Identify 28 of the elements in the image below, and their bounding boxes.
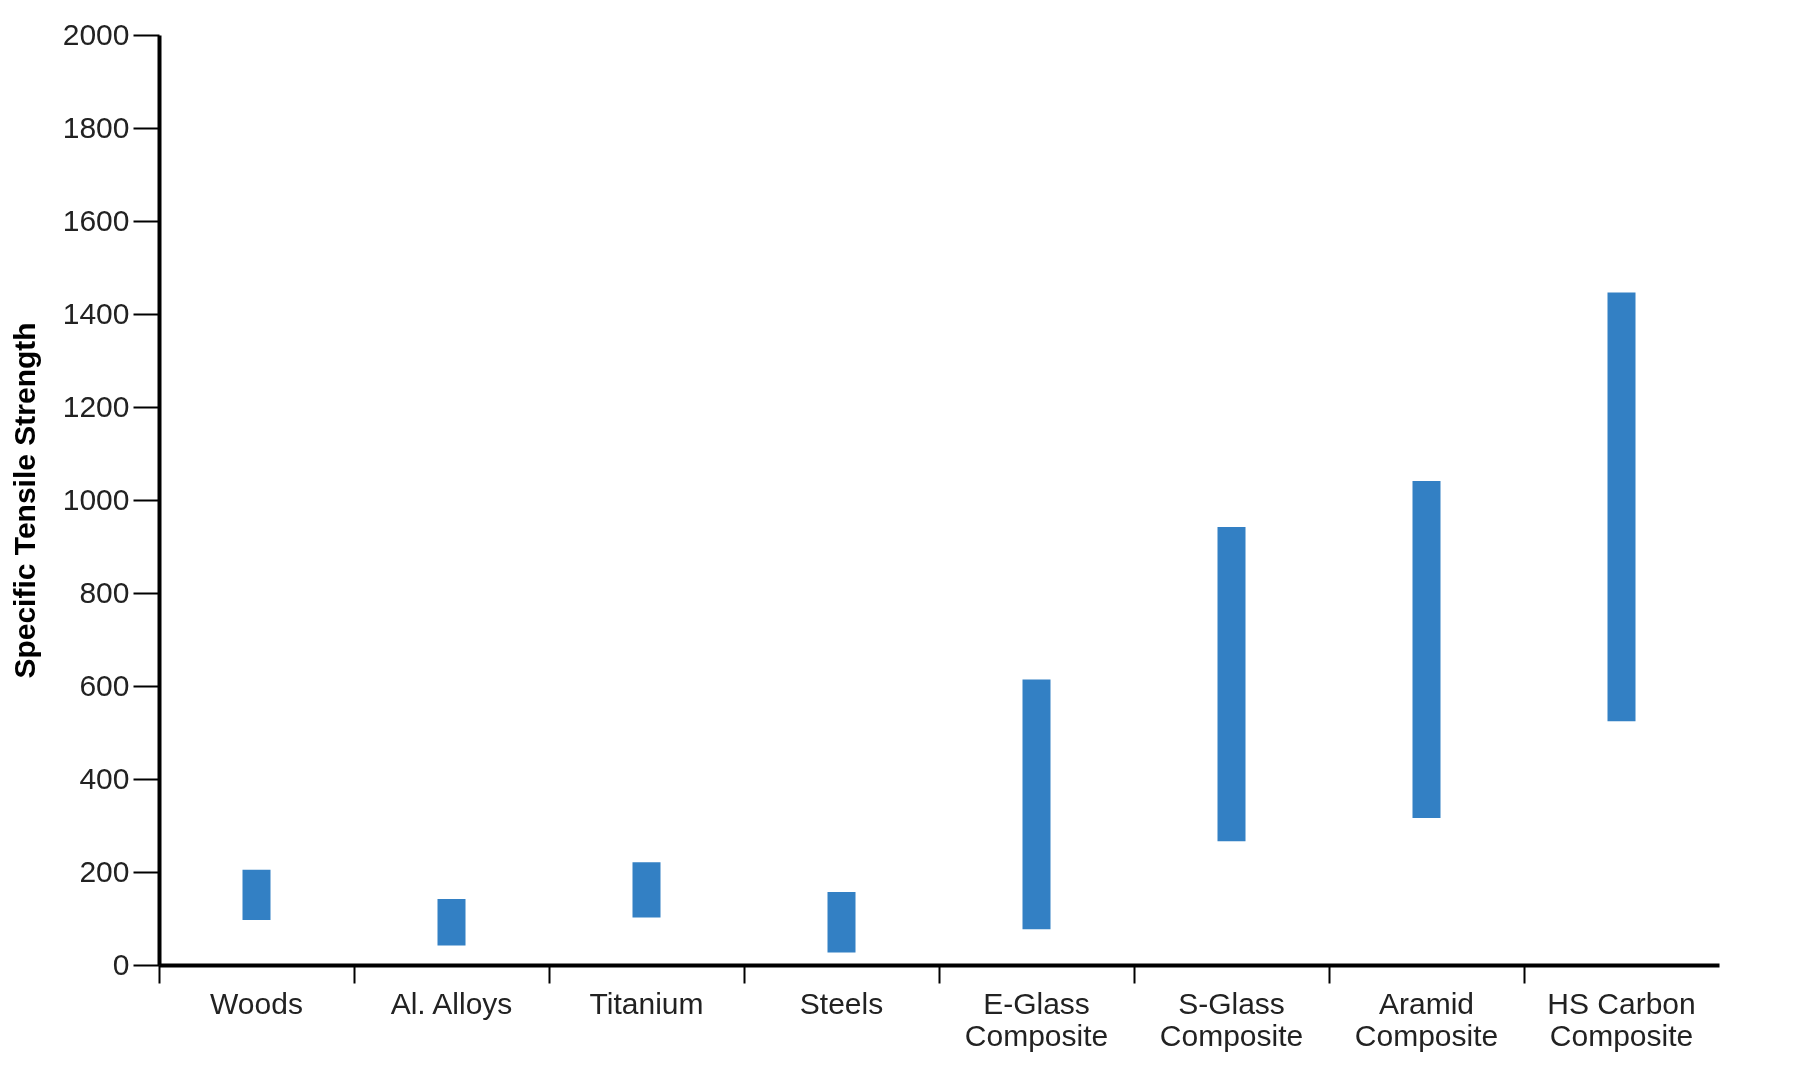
x-tick-label: Steels [799,986,884,1020]
y-tick-label: 1600 [62,203,130,237]
bar [1607,292,1636,722]
bar [632,862,661,918]
x-tick-label: E-Glass Composite [964,986,1109,1052]
y-tick-label: 1800 [62,110,130,144]
x-tick-label: HS Carbon Composite [1547,986,1696,1052]
y-axis-title: Specific Tensile Strength [7,322,41,679]
x-tick-label: Woods [210,986,303,1020]
x-tick-label: Al. Alloys [390,986,513,1020]
y-tick-label: 200 [79,854,130,888]
x-tick-label: Aramid Composite [1354,986,1499,1052]
y-tick-label: 2000 [62,17,130,51]
bar [437,898,466,946]
y-tick-label: 1000 [62,482,130,516]
y-tick-label: 600 [79,668,130,702]
y-tick-label: 0 [112,947,130,981]
y-tick-label: 1400 [62,296,130,330]
bar [827,892,856,953]
x-tick-label: Titanium [589,986,704,1020]
bar [1022,679,1051,930]
y-tick-label: 1200 [62,389,130,423]
bar [1217,526,1246,842]
y-tick-label: 400 [79,761,130,795]
y-tick-label: 800 [79,575,130,609]
x-tick-label: S-Glass Composite [1159,986,1304,1052]
bar [242,869,271,920]
bar [1412,480,1441,819]
